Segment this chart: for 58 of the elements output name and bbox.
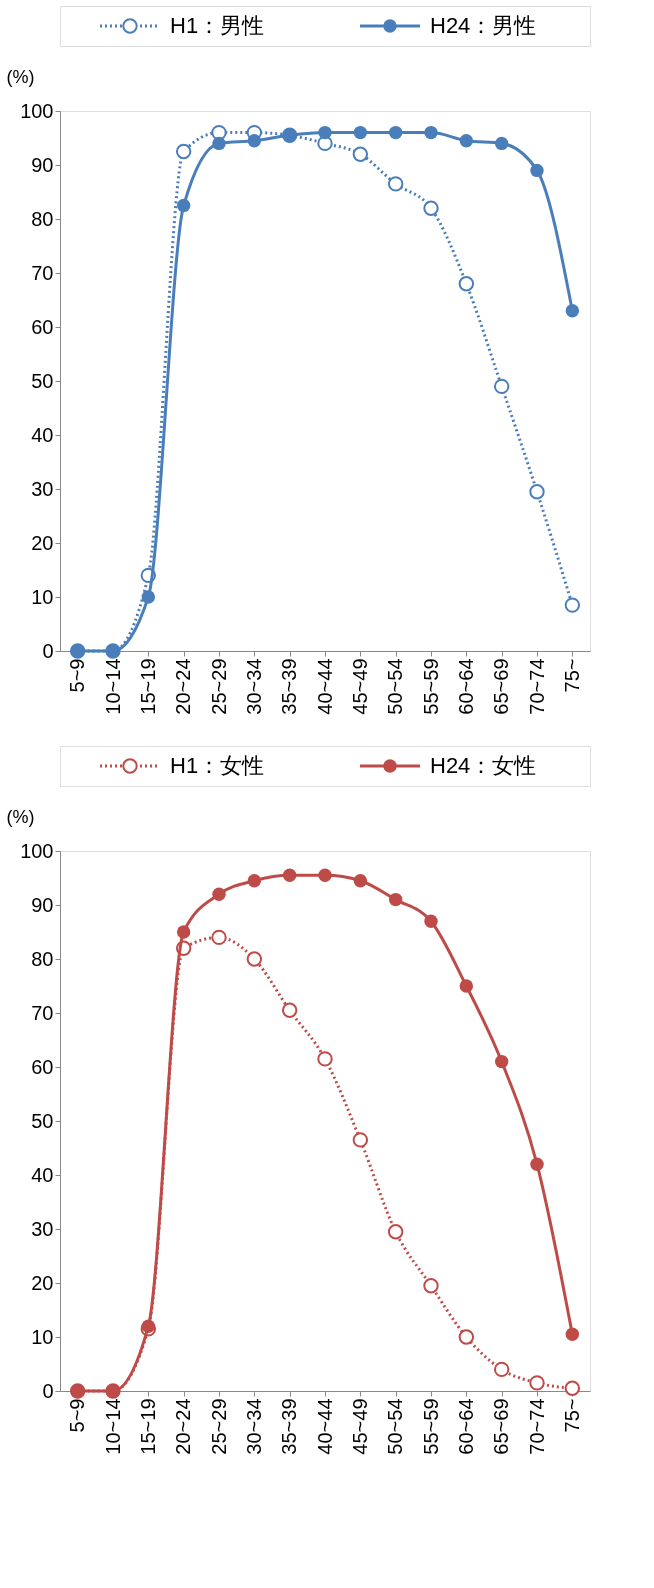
y-tick-label: 50 (31, 369, 54, 392)
x-tick-label: 15~19 (136, 658, 159, 715)
x-tick-label: 25~29 (207, 1398, 230, 1455)
legend-label: H24：女性 (430, 753, 537, 778)
y-tick-label: 30 (31, 477, 54, 500)
x-tick-label: 65~69 (490, 658, 513, 715)
x-tick-label: 55~59 (419, 658, 442, 715)
y-tick-label: 100 (20, 839, 54, 862)
y-tick-label: 0 (42, 1379, 54, 1402)
y-tick-label: 90 (31, 893, 54, 916)
x-tick-label: 10~14 (101, 1398, 124, 1455)
x-tick-label: 25~29 (207, 658, 230, 715)
x-tick-label: 75~ (560, 1398, 583, 1433)
x-tick-label: 40~44 (313, 658, 336, 715)
y-tick-label: 40 (31, 1163, 54, 1186)
x-tick-label: 10~14 (101, 658, 124, 715)
y-tick-label: 80 (31, 207, 54, 230)
x-tick-label: 60~64 (454, 1398, 477, 1455)
x-tick-label: 15~19 (136, 1398, 159, 1455)
x-tick-label: 30~34 (242, 658, 265, 715)
y-tick-label: 50 (31, 1109, 54, 1132)
y-tick-label: 70 (31, 1001, 54, 1024)
y-tick-label: 30 (31, 1217, 54, 1240)
x-tick-label: 75~ (560, 658, 583, 693)
x-tick-label: 20~24 (172, 1398, 195, 1455)
y-tick-label: 10 (31, 585, 54, 608)
x-tick-label: 50~54 (384, 658, 407, 715)
x-tick-label: 30~34 (242, 1398, 265, 1455)
y-tick-label: 60 (31, 1055, 54, 1078)
x-tick-label: 5~9 (66, 1398, 89, 1433)
y-tick-label: 100 (20, 99, 54, 122)
x-tick-label: 60~64 (454, 658, 477, 715)
y-tick-label: 80 (31, 947, 54, 970)
y-tick-label: 10 (31, 1325, 54, 1348)
y-tick-label: 0 (42, 639, 54, 662)
x-tick-label: 5~9 (66, 658, 89, 693)
x-tick-label: 50~54 (384, 1398, 407, 1455)
x-tick-label: 45~49 (348, 1398, 371, 1455)
x-tick-label: 40~44 (313, 1398, 336, 1455)
x-tick-label: 65~69 (490, 1398, 513, 1455)
x-tick-label: 35~39 (278, 1398, 301, 1455)
y-tick-label: 60 (31, 315, 54, 338)
x-tick-label: 70~74 (525, 658, 548, 715)
legend-label: H1：男性 (170, 13, 265, 38)
x-tick-label: 45~49 (348, 658, 371, 715)
x-tick-label: 70~74 (525, 1398, 548, 1455)
y-tick-label: 70 (31, 261, 54, 284)
legend-label: H24：男性 (430, 13, 537, 38)
x-tick-label: 55~59 (419, 1398, 442, 1455)
x-tick-label: 20~24 (172, 658, 195, 715)
y-axis-title: (%) (6, 66, 35, 87)
y-tick-label: 20 (31, 1271, 54, 1294)
y-axis-title: (%) (6, 806, 35, 827)
y-tick-label: 90 (31, 153, 54, 176)
legend-label: H1：女性 (170, 753, 265, 778)
x-tick-label: 35~39 (278, 658, 301, 715)
y-tick-label: 40 (31, 423, 54, 446)
y-tick-label: 20 (31, 531, 54, 554)
